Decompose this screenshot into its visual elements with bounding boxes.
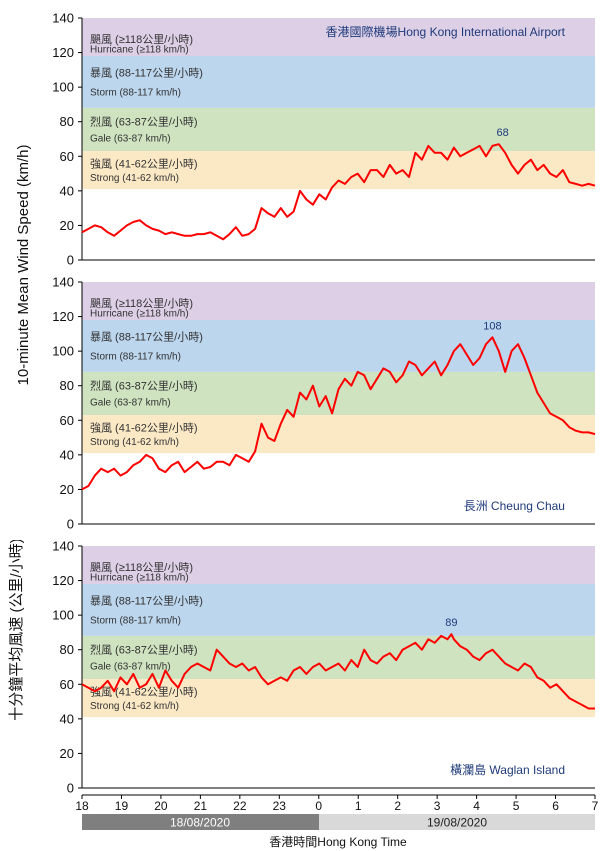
y-tick-label: 20 (60, 218, 74, 233)
band-label-storm-en: Storm (88-117 km/h) (90, 351, 181, 362)
band-gale (82, 107, 595, 152)
panels-group: 颶風 (≥118公里/小時)Hurricane (≥118 km/h)暴風 (8… (52, 11, 596, 796)
band-label-gale-en: Gale (63-87 km/h) (90, 133, 171, 144)
band-strong (82, 151, 595, 190)
y-tick-label: 140 (52, 11, 74, 26)
y-tick-label: 0 (67, 517, 74, 532)
date-label-day1: 18/08/2020 (170, 816, 230, 830)
y-tick-label: 20 (60, 482, 74, 497)
x-tick-label: 5 (513, 799, 520, 813)
y-axis-title-en: 10-minute Mean Wind Speed (km/h) (15, 145, 32, 386)
band-label-hurricane-en: Hurricane (≥118 km/h) (90, 572, 189, 583)
y-tick-label: 100 (52, 80, 74, 95)
y-tick-label: 80 (60, 642, 74, 657)
x-tick-label: 4 (473, 799, 480, 813)
band-label-gale-cn: 烈風 (63-87公里/小時) (90, 115, 198, 129)
band-label-storm-en: Storm (88-117 km/h) (90, 87, 181, 98)
x-tick-label: 3 (434, 799, 441, 813)
y-tick-label: 40 (60, 447, 74, 462)
x-tick-label: 6 (552, 799, 559, 813)
y-tick-label: 120 (52, 573, 74, 588)
band-label-hurricane-cn: 颶風 (≥118公里/小時) (90, 33, 193, 46)
wind-speed-line (81, 336, 596, 491)
band-label-storm-cn: 暴風 (88-117公里/小時) (90, 595, 203, 608)
band-label-storm-en: Storm (88-117 km/h) (90, 615, 181, 626)
x-tick-label: 23 (273, 799, 287, 813)
y-tick-label: 140 (52, 539, 74, 554)
x-tick-label: 0 (315, 799, 322, 813)
x-axis-title: 香港時間Hong Kong Time (269, 835, 407, 849)
peak-value-label: 68 (497, 127, 509, 139)
x-axis: 18 19 20 21 22 23 0 1 2 3 4 5 6 7 (75, 794, 599, 813)
band-hurricane (82, 18, 595, 57)
y-tick-label: 100 (52, 344, 74, 359)
band-storm (82, 56, 595, 108)
y-tick-label: 40 (60, 711, 74, 726)
x-tick-label: 20 (154, 799, 168, 813)
x-tick-label: 19 (115, 799, 129, 813)
y-tick-label: 20 (60, 746, 74, 761)
band-label-gale-cn: 烈風 (63-87公里/小時) (90, 379, 198, 393)
band-label-storm-cn: 暴風 (88-117公里/小時) (90, 331, 203, 344)
wind-speed-line (81, 633, 595, 710)
band-label-strong-en: Strong (41-62 km/h) (90, 437, 179, 448)
band-label-hurricane-en: Hurricane (≥118 km/h) (90, 44, 189, 55)
band-label-gale-en: Gale (63-87 km/h) (90, 661, 171, 672)
band-storm (82, 320, 595, 372)
y-tick-label: 60 (60, 413, 74, 428)
band-label-gale-en: Gale (63-87 km/h) (90, 397, 171, 408)
x-tick-label: 1 (355, 799, 362, 813)
y-tick-label: 80 (60, 378, 74, 393)
band-label-strong-cn: 強風 (41-62公里/小時) (90, 685, 198, 698)
band-label-strong-en: Strong (41-62 km/h) (90, 173, 179, 184)
band-gale (82, 635, 595, 680)
chart-panel-1: 颶風 (≥118公里/小時)Hurricane (≥118 km/h) 暴風 (8… (52, 11, 596, 268)
y-tick-label: 60 (60, 677, 74, 692)
band-label-strong-cn: 強風 (41-62公里/小時) (90, 157, 198, 170)
wind-speed-line (81, 143, 596, 241)
band-label-storm-cn: 暴風 (88-117公里/小時) (90, 67, 203, 80)
band-storm (82, 584, 595, 636)
chart-panel-2: 颶風 (≥118公里/小時)Hurricane (≥118 km/h) 暴風 (8… (52, 275, 596, 532)
station-title: 香港國際機場Hong Kong International Airport (326, 24, 566, 39)
peak-value-label: 108 (483, 320, 501, 332)
y-tick-label: 140 (52, 275, 74, 290)
date-bar-day2 (319, 814, 595, 830)
y-tick-label: 100 (52, 608, 74, 623)
band-label-hurricane-en: Hurricane (≥118 km/h) (90, 308, 189, 319)
band-strong (82, 415, 595, 454)
x-tick-label: 21 (194, 799, 208, 813)
date-bar: 18/08/2020 19/08/2020 (82, 814, 595, 830)
y-tick-label: 40 (60, 183, 74, 198)
x-tick-label: 22 (233, 799, 247, 813)
date-label-day2: 19/08/2020 (427, 816, 487, 830)
date-bar-day1 (82, 814, 319, 830)
y-axis-title-cn: 十分鐘平均風速 (公里/小時) (8, 540, 25, 720)
band-label-hurricane-cn: 颶風 (≥118公里/小時) (90, 561, 193, 574)
x-tick-label: 2 (394, 799, 401, 813)
y-tick-label: 0 (67, 781, 74, 796)
peak-value-label: 89 (445, 617, 457, 629)
band-strong (82, 679, 595, 718)
chart-panel-3: 颶風 (≥118公里/小時)Hurricane (≥118 km/h) 暴風 (8… (52, 539, 595, 796)
band-label-gale-cn: 烈風 (63-87公里/小時) (90, 643, 198, 657)
band-gale (82, 371, 595, 416)
station-title: 長洲 Cheung Chau (464, 499, 565, 513)
band-label-strong-en: Strong (41-62 km/h) (90, 701, 179, 712)
y-tick-label: 120 (52, 45, 74, 60)
y-tick-label: 0 (67, 253, 74, 268)
station-title: 橫瀾島 Waglan Island (450, 762, 565, 777)
x-tick-label: 18 (75, 799, 89, 813)
band-hurricane (82, 546, 595, 585)
y-tick-label: 80 (60, 114, 74, 129)
y-axis-title-cn-box: 十分鐘平均風速 (公里/小時) (8, 540, 25, 720)
x-tick-label: 7 (592, 799, 599, 813)
y-tick-label: 60 (60, 149, 74, 164)
band-label-hurricane-cn: 颶風 (≥118公里/小時) (90, 297, 193, 310)
band-label-strong-cn: 強風 (41-62公里/小時) (90, 421, 198, 434)
y-tick-label: 120 (52, 309, 74, 324)
band-hurricane (82, 282, 595, 321)
